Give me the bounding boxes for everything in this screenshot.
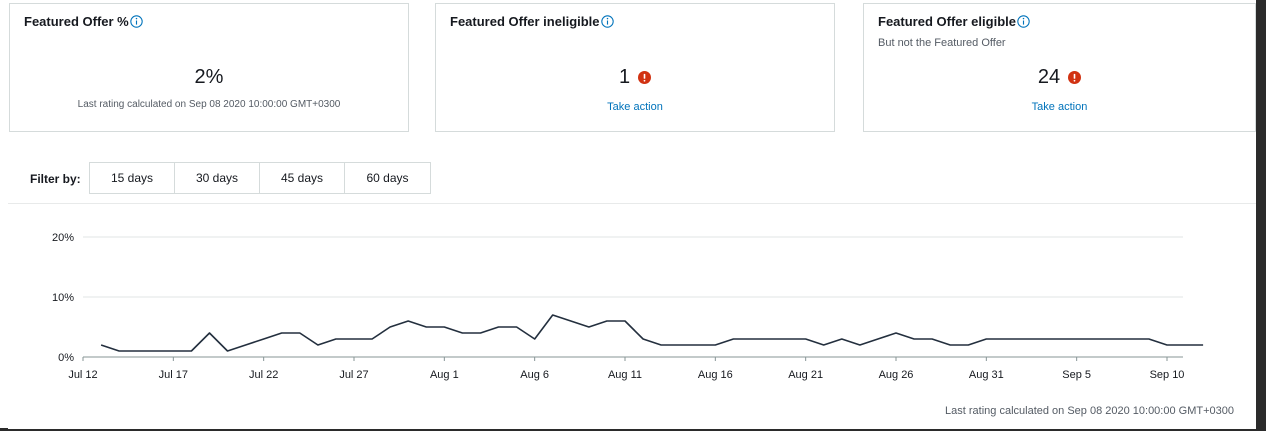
featured-offer-eligible-card: Featured Offer eligible But not the Feat… (863, 3, 1256, 132)
x-tick-label: Aug 21 (788, 369, 823, 381)
filter-label: Filter by: (30, 172, 81, 186)
filter-button-group: 15 days 30 days 45 days 60 days (89, 162, 431, 194)
ineligible-count: 1 (618, 66, 631, 88)
card-title: Featured Offer eligible (878, 14, 1030, 29)
featured-offer-percent-card: Featured Offer % 2% Last rating calculat… (9, 3, 409, 132)
take-action-link[interactable]: Take action (607, 101, 663, 113)
card-title: Featured Offer ineligible (450, 14, 614, 29)
info-circle-icon[interactable] (130, 15, 143, 28)
take-action-link[interactable]: Take action (1031, 101, 1088, 113)
featured-offer-percent-value: 2% (194, 66, 224, 88)
info-circle-icon[interactable] (1017, 15, 1030, 28)
exclamation-circle-icon (638, 71, 652, 84)
y-tick-label: 20% (52, 232, 74, 244)
series-line (100, 314, 1204, 352)
y-tick-label: 10% (52, 292, 74, 304)
chart-last-rating-note: Last rating calculated on Sep 08 2020 10… (945, 405, 1234, 417)
x-tick-label: Aug 1 (430, 369, 459, 381)
card-title-text: Featured Offer % (24, 14, 129, 29)
card-subtitle: But not the Featured Offer (878, 37, 1006, 49)
card-value-row: 24 (864, 66, 1255, 89)
filter-45-days-button[interactable]: 45 days (260, 163, 345, 193)
info-circle-icon[interactable] (600, 15, 614, 28)
exclamation-circle-icon (1068, 71, 1082, 84)
card-title-text: Featured Offer eligible (878, 14, 1016, 29)
x-tick-label: Sep 5 (1062, 369, 1091, 381)
x-tick-label: Jul 17 (159, 369, 188, 381)
x-tick-label: Sep 10 (1150, 369, 1185, 381)
x-tick-label: Jul 22 (249, 369, 278, 381)
x-tick-label: Jul 27 (339, 369, 368, 381)
eligible-count: 24 (1037, 66, 1061, 88)
filter-60-days-button[interactable]: 60 days (345, 163, 430, 193)
x-tick-label: Aug 31 (969, 369, 1004, 381)
card-value-row: 1 (436, 66, 834, 89)
x-tick-label: Aug 11 (608, 369, 642, 381)
last-rating-note: Last rating calculated on Sep 08 2020 10… (77, 99, 341, 110)
card-title: Featured Offer % (24, 14, 143, 29)
x-tick-label: Aug 16 (698, 369, 733, 381)
featured-offer-line-chart: 0% 10% 20% Jul 12 Jul 17 Jul 22 Jul 27 Aug 1 Aug… (52, 232, 1204, 381)
x-tick-label: Jul 12 (68, 369, 97, 381)
card-title-text: Featured Offer ineligible (450, 14, 600, 29)
filter-30-days-button[interactable]: 30 days (175, 163, 260, 193)
filter-15-days-button[interactable]: 15 days (90, 163, 175, 193)
chart-panel: 0% 10% 20% Jul 12 Jul 17 Jul 22 Jul 27 Aug 1 Aug… (8, 203, 1256, 429)
featured-offer-ineligible-card: Featured Offer ineligible 1 Take action (435, 3, 835, 132)
x-tick-label: Aug 26 (879, 369, 914, 381)
y-tick-label: 0% (58, 352, 74, 364)
x-tick-label: Aug 6 (520, 369, 549, 381)
